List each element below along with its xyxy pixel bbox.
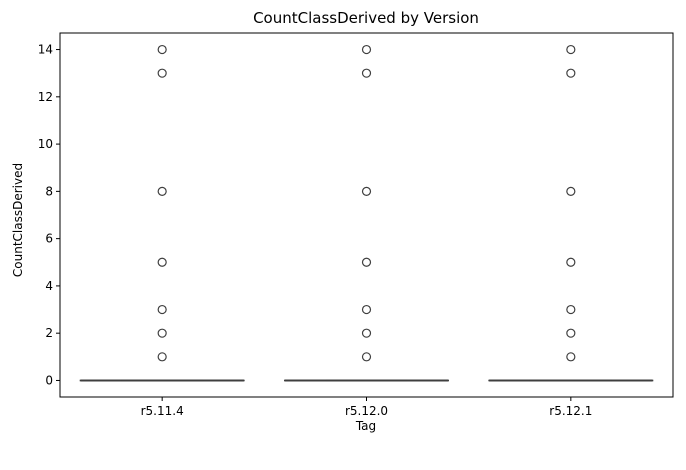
outlier-point <box>361 44 372 55</box>
outlier-point <box>361 186 372 196</box>
chart-title: CountClassDerived by Version <box>253 9 479 27</box>
outlier-point <box>157 304 167 315</box>
outlier-point <box>157 44 167 55</box>
outlier-point <box>361 68 372 78</box>
outlier-point <box>566 328 576 338</box>
outlier-point <box>361 328 372 338</box>
y-tick-label: 10 <box>38 137 53 151</box>
y-tick-label: 12 <box>38 90 53 104</box>
outlier-point <box>361 352 372 362</box>
x-tick-label: r5.12.1 <box>549 404 592 418</box>
outlier-point <box>157 186 167 196</box>
y-tick-label: 6 <box>45 232 53 246</box>
y-tick-label: 8 <box>45 184 53 198</box>
outlier-point <box>566 68 576 78</box>
outlier-point <box>157 328 167 338</box>
x-tick-label: r5.11.4 <box>141 404 184 418</box>
outlier-point <box>566 304 576 315</box>
y-tick-label: 0 <box>45 373 53 387</box>
plot-frame <box>59 32 674 398</box>
outlier-point <box>566 44 576 55</box>
outlier-point <box>361 257 372 267</box>
outlier-point <box>566 352 576 362</box>
y-tick-label: 14 <box>38 43 53 57</box>
y-tick-label: 2 <box>45 326 53 340</box>
y-axis-label: CountClassDerived <box>11 163 25 277</box>
y-tick-label: 4 <box>45 279 53 293</box>
x-tick-label: r5.12.0 <box>345 404 388 418</box>
outlier-point <box>361 304 372 315</box>
outlier-point <box>566 186 576 196</box>
outlier-point <box>157 352 167 362</box>
outlier-point <box>157 68 167 78</box>
plot-area: 0 2 4 6 8 10 12 14 r5.11.4 r5.12.0 r5.12.1 <box>38 43 654 418</box>
outlier-point <box>157 257 167 267</box>
x-axis-label: Tag <box>355 419 376 433</box>
outlier-point <box>566 257 576 267</box>
